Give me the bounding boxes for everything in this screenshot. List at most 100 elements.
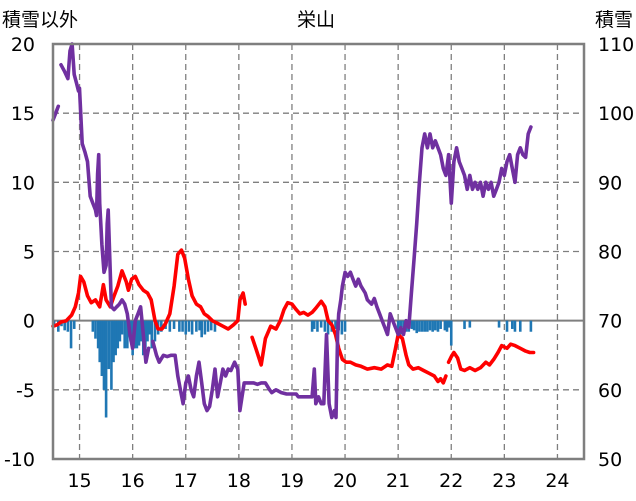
bar	[168, 320, 172, 332]
bar	[203, 320, 207, 335]
bar	[69, 320, 73, 349]
bar	[206, 320, 210, 332]
x-tick-label: 15	[67, 470, 91, 492]
bar	[529, 320, 533, 332]
bar	[190, 320, 194, 335]
bar	[418, 320, 421, 332]
bar	[426, 320, 429, 332]
bar	[107, 320, 111, 370]
bar	[402, 320, 405, 328]
bar	[94, 320, 97, 339]
bar	[463, 320, 466, 329]
bar	[439, 320, 442, 329]
bar	[326, 320, 330, 335]
bar	[146, 320, 149, 342]
bar	[150, 320, 154, 349]
right-tick-label: 60	[598, 380, 622, 402]
bar	[319, 320, 323, 328]
bar	[505, 320, 509, 332]
bar	[91, 320, 95, 332]
bar	[116, 320, 120, 349]
right-tick-label: 100	[598, 103, 634, 125]
x-tick-label: 21	[386, 470, 410, 492]
bar	[66, 320, 70, 332]
x-tick-label: 19	[280, 470, 304, 492]
plot-frame	[51, 42, 586, 461]
bar	[312, 320, 316, 329]
series-line	[59, 42, 81, 93]
series-line	[51, 248, 247, 331]
right-tick-label: 50	[598, 449, 622, 471]
bar	[198, 320, 201, 331]
bar	[184, 320, 188, 335]
bar	[114, 320, 117, 356]
bar	[139, 320, 143, 342]
bar	[110, 320, 113, 390]
bar	[153, 320, 157, 342]
x-tick-label: 18	[227, 470, 251, 492]
left-tick-label: -10	[4, 449, 35, 471]
bar	[137, 320, 141, 346]
bar	[200, 320, 203, 338]
bar	[334, 320, 337, 329]
bar	[415, 320, 419, 334]
right-tick-label: 90	[598, 172, 622, 194]
bar	[431, 320, 434, 332]
left-tick-label: -5	[16, 380, 35, 402]
left-axis-title: 積雪以外	[2, 9, 78, 31]
bar	[340, 320, 344, 335]
bar	[447, 320, 451, 328]
bar	[172, 320, 176, 329]
bar	[102, 320, 106, 390]
x-tick-label: 22	[439, 470, 463, 492]
bar	[436, 320, 440, 332]
bar	[497, 320, 501, 328]
left-tick-label: 10	[11, 172, 35, 194]
series-line	[151, 125, 533, 420]
right-tick-label: 80	[598, 242, 622, 264]
x-tick-label: 20	[333, 470, 357, 492]
bar	[126, 320, 129, 349]
bar	[160, 320, 163, 332]
bar	[316, 320, 319, 332]
x-tick-label: 23	[492, 470, 516, 492]
bar	[423, 320, 426, 332]
bar	[96, 320, 100, 349]
x-tick-label: 17	[174, 470, 198, 492]
bar	[98, 320, 102, 363]
bar	[118, 320, 122, 342]
line-series	[51, 42, 536, 420]
bar	[104, 320, 108, 418]
bar	[213, 320, 217, 332]
bar	[120, 320, 124, 335]
bar	[310, 320, 314, 332]
bar	[396, 320, 400, 332]
bar	[112, 320, 115, 363]
bar	[449, 320, 453, 346]
bar	[410, 320, 414, 329]
series-line	[77, 86, 151, 365]
bar	[412, 320, 416, 331]
bar	[434, 320, 437, 331]
left-tick-label: 0	[23, 311, 35, 333]
bar	[144, 320, 147, 349]
right-tick-label: 110	[598, 34, 634, 56]
bar	[135, 320, 139, 349]
x-tick-label: 16	[121, 470, 145, 492]
bar	[195, 320, 198, 332]
series-line	[446, 342, 536, 373]
bar	[323, 320, 327, 332]
left-tick-label: 15	[11, 103, 35, 125]
bar	[445, 320, 449, 332]
left-tick-label: 5	[23, 242, 35, 264]
chart-title: 栄山	[297, 9, 335, 31]
bar	[100, 320, 104, 376]
bar	[187, 320, 191, 332]
bar	[209, 320, 213, 331]
bar	[511, 320, 514, 329]
right-tick-label: 70	[598, 311, 622, 333]
bar	[123, 320, 126, 349]
